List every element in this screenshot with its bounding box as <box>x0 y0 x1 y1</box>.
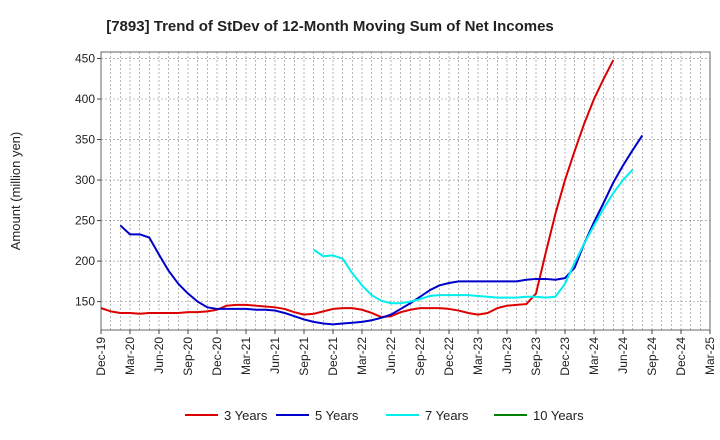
x-tick-label: Mar-20 <box>123 337 137 375</box>
y-tick-label: 450 <box>75 51 95 65</box>
x-tick-label: Dec-22 <box>442 337 456 376</box>
legend-label: 10 Years <box>533 408 584 423</box>
y-axis-label: Amount (million yen) <box>8 132 23 251</box>
y-tick-label: 150 <box>75 295 95 309</box>
x-tick-label: Mar-24 <box>587 337 601 375</box>
x-tick-label: Sep-21 <box>297 337 311 376</box>
y-tick-label: 300 <box>75 173 95 187</box>
x-axis-ticks: Dec-19 Mar-20 Jun-20 Sep-20 Dec-20 Mar-21 Jun-… <box>94 330 717 376</box>
x-tick-label: Dec-21 <box>326 337 340 376</box>
y-tick-label: 250 <box>75 214 95 228</box>
x-tick-label: Dec-24 <box>674 337 688 376</box>
x-tick-label: Jun-22 <box>384 337 398 374</box>
x-tick-label: Mar-25 <box>703 337 717 375</box>
y-axis-ticks: 150 200 250 300 350 400 450 <box>75 51 101 309</box>
x-tick-label: Jun-20 <box>152 337 166 374</box>
chart-title: [7893] Trend of StDev of 12-Month Moving… <box>106 18 554 35</box>
x-tick-label: Sep-20 <box>181 337 195 376</box>
y-tick-label: 400 <box>75 92 95 106</box>
x-tick-label: Jun-21 <box>268 337 282 374</box>
x-tick-label: Mar-21 <box>239 337 253 375</box>
x-tick-label: Jun-24 <box>616 337 630 374</box>
x-tick-label: Dec-19 <box>94 337 108 376</box>
x-tick-label: Mar-22 <box>355 337 369 375</box>
x-tick-label: Mar-23 <box>471 337 485 375</box>
grid <box>100 52 711 330</box>
series-line-7-years <box>313 168 634 305</box>
legend-label: 5 Years <box>315 408 359 423</box>
legend: 3 Years 5 Years 7 Years 10 Years <box>185 408 584 423</box>
y-tick-label: 200 <box>75 254 95 268</box>
x-tick-label: Jun-23 <box>500 337 514 374</box>
series-group <box>100 59 644 326</box>
legend-label: 7 Years <box>425 408 469 423</box>
series-line-5-years <box>119 134 644 326</box>
x-tick-label: Sep-23 <box>529 337 543 376</box>
y-tick-label: 350 <box>75 133 95 147</box>
plot-frame <box>100 51 711 331</box>
x-tick-label: Sep-22 <box>413 337 427 376</box>
series-line-3-years <box>100 59 615 319</box>
x-tick-label: Sep-24 <box>645 337 659 376</box>
x-tick-label: Dec-20 <box>210 337 224 376</box>
x-tick-label: Dec-23 <box>558 337 572 376</box>
legend-label: 3 Years <box>224 408 268 423</box>
